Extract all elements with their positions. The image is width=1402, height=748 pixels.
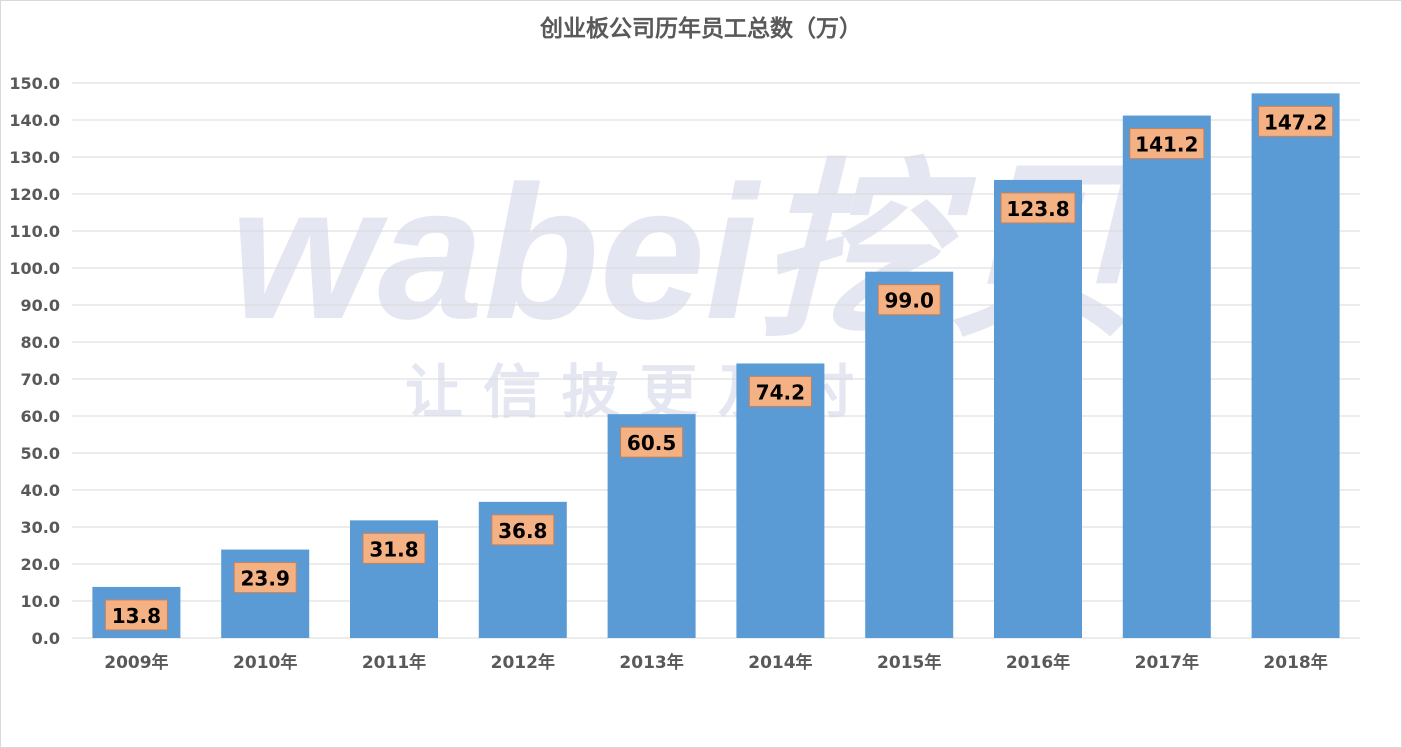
data-label: 99.0: [885, 289, 934, 313]
bar: [994, 179, 1082, 638]
data-label: 123.8: [1006, 197, 1069, 221]
data-label-box: [491, 514, 555, 546]
bar: [1251, 93, 1340, 639]
y-tick-label: 80.0: [21, 333, 60, 352]
data-label-box: [620, 426, 684, 458]
x-tick-label: 2018年: [1263, 652, 1327, 673]
y-tick-label: 90.0: [21, 296, 60, 315]
chart-title: 创业板公司历年员工总数（万）: [539, 15, 862, 42]
x-tick-label: 2010年: [233, 652, 297, 673]
bar: [1122, 115, 1211, 638]
x-tick-label: 2009年: [104, 652, 168, 673]
x-tick-label: 2011年: [362, 652, 426, 673]
data-label: 13.8: [112, 604, 161, 628]
x-tick-label: 2012年: [491, 652, 555, 673]
data-label: 23.9: [241, 567, 290, 591]
data-label: 141.2: [1135, 133, 1198, 157]
data-label-box: [104, 599, 168, 631]
data-label: 31.8: [369, 537, 418, 561]
data-label-box: [1258, 105, 1334, 137]
y-tick-label: 100.0: [9, 259, 60, 278]
bar: [865, 271, 954, 638]
y-tick-label: 10.0: [21, 592, 60, 611]
y-tick-label: 140.0: [9, 111, 60, 130]
data-label: 147.2: [1264, 110, 1327, 134]
y-tick-label: 40.0: [21, 481, 60, 500]
data-label-box: [1000, 192, 1076, 224]
x-tick-label: 2015年: [877, 652, 941, 673]
data-label: 36.8: [498, 519, 547, 543]
data-label-box: [233, 562, 297, 594]
x-tick-label: 2014年: [748, 652, 812, 673]
y-tick-label: 0.0: [32, 629, 60, 648]
y-tick-label: 120.0: [9, 185, 60, 204]
data-label-box: [877, 284, 941, 316]
y-tick-label: 30.0: [21, 518, 60, 537]
x-tick-label: 2013年: [619, 652, 683, 673]
y-tick-label: 150.0: [9, 74, 60, 93]
data-label-box: [1129, 128, 1205, 160]
data-label: 60.5: [627, 431, 676, 455]
data-label: 74.2: [756, 380, 805, 404]
y-tick-label: 130.0: [9, 148, 60, 167]
y-tick-label: 60.0: [21, 407, 60, 426]
bar: [736, 363, 825, 638]
data-label-box: [362, 532, 426, 564]
y-tick-label: 20.0: [21, 555, 60, 574]
y-tick-label: 70.0: [21, 370, 60, 389]
data-label-box: [748, 375, 812, 407]
x-tick-label: 2017年: [1135, 652, 1199, 673]
x-tick-label: 2016年: [1006, 652, 1070, 673]
y-tick-label: 110.0: [9, 222, 60, 241]
y-tick-label: 50.0: [21, 444, 60, 463]
